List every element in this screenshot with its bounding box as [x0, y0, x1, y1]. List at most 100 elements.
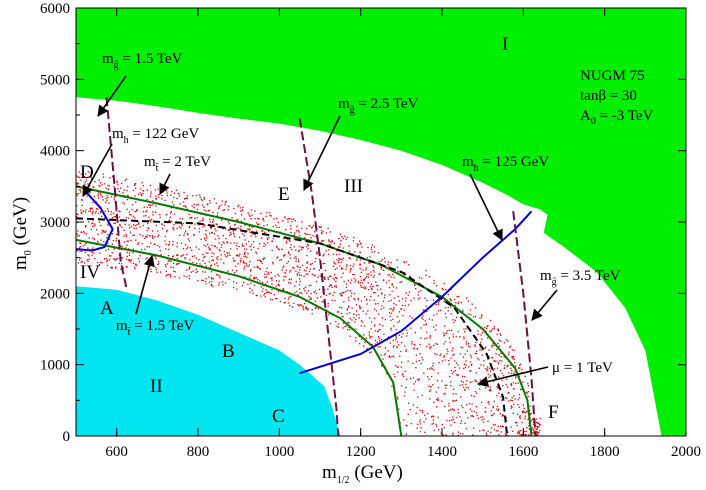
- scatter-point: [446, 332, 448, 335]
- scatter-point: [490, 410, 493, 412]
- scatter-point: [99, 185, 101, 187]
- scatter-point: [515, 365, 517, 367]
- scatter-point: [420, 423, 422, 425]
- scatter-point: [367, 246, 369, 249]
- scatter-point: [349, 269, 352, 271]
- scatter-point: [257, 224, 259, 226]
- scatter-point: [437, 303, 440, 305]
- scatter-point: [492, 343, 494, 345]
- info-model: NUGM 75: [580, 68, 645, 84]
- scatter-point: [275, 285, 277, 287]
- scatter-point: [126, 240, 128, 242]
- scatter-point: [298, 259, 300, 261]
- scatter-point: [211, 255, 213, 258]
- scatter-point: [429, 337, 431, 339]
- scatter-point: [353, 297, 355, 300]
- scatter-point: [259, 268, 261, 270]
- scatter-point: [328, 244, 331, 246]
- scatter-point: [159, 250, 161, 252]
- scatter-point: [500, 369, 502, 372]
- scatter-point: [490, 329, 492, 331]
- scatter-point: [135, 239, 137, 241]
- scatter-point: [434, 353, 436, 355]
- scatter-point: [203, 206, 205, 208]
- scatter-point: [108, 238, 111, 240]
- scatter-point: [422, 315, 424, 317]
- scatter-point: [269, 212, 271, 214]
- scatter-point: [97, 233, 99, 235]
- scatter-point: [100, 224, 102, 227]
- contour-lines: [76, 97, 537, 436]
- scatter-point: [365, 276, 368, 278]
- scatter-point: [358, 335, 360, 337]
- scatter-point: [215, 229, 217, 232]
- scatter-point: [477, 333, 479, 335]
- scatter-point: [359, 307, 361, 309]
- scatter-point: [209, 248, 211, 250]
- scatter-point: [322, 240, 324, 242]
- scatter-point: [166, 274, 168, 276]
- scatter-point: [433, 369, 435, 371]
- scatter-point: [195, 268, 197, 270]
- scatter-point: [106, 260, 108, 262]
- scatter-point: [287, 252, 290, 254]
- annotation-stop-1p5-rest: = 1.5 TeV: [130, 318, 194, 334]
- scatter-point: [401, 281, 403, 283]
- scatter-point: [157, 194, 160, 196]
- scatter-point: [374, 317, 376, 319]
- scatter-point: [360, 279, 363, 281]
- scatter-point: [518, 431, 520, 433]
- scatter-point: [245, 255, 247, 257]
- scatter-point: [475, 412, 478, 414]
- scatter-point: [477, 357, 479, 359]
- scatter-point: [379, 323, 381, 326]
- region-label-IV: IV: [80, 262, 100, 283]
- arrow-gluino-2p5: [303, 115, 341, 192]
- scatter-point: [498, 392, 500, 394]
- scatter-point: [514, 398, 516, 400]
- scatter-point: [494, 424, 496, 426]
- scatter-point: [455, 302, 457, 304]
- scatter-point: [128, 260, 130, 262]
- scatter-point: [189, 247, 191, 249]
- scatter-point: [97, 212, 100, 215]
- scatter-point: [269, 214, 271, 217]
- info-a0-sub: 0: [591, 116, 596, 127]
- scatter-point: [204, 225, 206, 227]
- scatter-point: [159, 214, 161, 216]
- scatter-point: [377, 295, 380, 297]
- scatter-point: [196, 262, 198, 264]
- scatter-point: [529, 409, 531, 411]
- scatter-point: [518, 393, 521, 396]
- scatter-point: [294, 234, 296, 236]
- scatter-point: [97, 208, 99, 210]
- scatter-point: [98, 197, 100, 199]
- scatter-point: [92, 202, 94, 204]
- scatter-point: [330, 275, 332, 277]
- region-I-area: [76, 8, 686, 436]
- scatter-point: [510, 383, 512, 385]
- annotation-gluino-2p5-rest: = 2.5 TeV: [355, 96, 419, 112]
- scatter-point: [318, 226, 320, 228]
- scatter-point: [456, 374, 458, 376]
- scatter-point: [375, 281, 377, 283]
- scatter-point: [171, 190, 173, 193]
- scatter-point: [366, 273, 368, 275]
- scatter-point: [491, 357, 493, 359]
- scatter-point: [307, 243, 309, 246]
- scatter-point: [484, 347, 486, 349]
- scatter-point: [287, 298, 290, 300]
- scatter-point: [126, 258, 128, 261]
- scatter-point: [432, 419, 434, 421]
- scatter-point: [370, 248, 373, 251]
- scatter-point: [231, 217, 233, 219]
- scatter-point: [340, 307, 343, 309]
- scatter-point: [231, 269, 234, 271]
- scatter-point: [389, 312, 391, 314]
- scatter-point: [146, 198, 148, 201]
- scatter-point: [484, 327, 486, 329]
- scatter-point: [426, 331, 428, 333]
- scatter-point: [201, 199, 203, 201]
- scatter-point: [492, 405, 494, 408]
- scatter-point: [212, 218, 214, 220]
